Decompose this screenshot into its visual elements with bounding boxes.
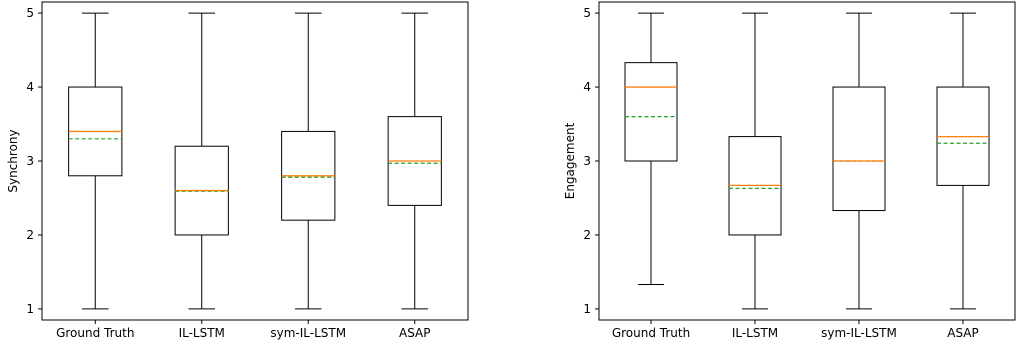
y-tick-label: 5 — [26, 6, 34, 20]
x-tick-label: IL-LSTM — [179, 326, 225, 340]
y-tick-label: 3 — [26, 154, 34, 168]
x-tick-label: ASAP — [399, 326, 431, 340]
x-tick-label: IL-LSTM — [732, 326, 778, 340]
y-axis-label: Engagement — [563, 122, 577, 199]
box-iqr — [624, 62, 678, 162]
y-tick-label: 4 — [583, 80, 591, 94]
box-iqr — [832, 86, 886, 212]
chart-panel-engagement: 1 2 3 4 5 Engagement Ground Truth IL-LSTM sym-IL… — [563, 1, 1016, 340]
plot-frame — [41, 1, 469, 321]
chart-panel-synchrony: 1 2 3 4 5 Synchrony Ground Truth IL-LSTM sym-IL-… — [6, 1, 469, 340]
x-tick-label: Ground Truth — [56, 326, 134, 340]
y-tick-label: 2 — [26, 228, 34, 242]
y-tick-label: 2 — [583, 228, 591, 242]
box-3 — [936, 12, 990, 310]
box-1 — [174, 12, 229, 310]
x-tick-label: sym-IL-LSTM — [270, 326, 346, 340]
box-2 — [832, 12, 886, 310]
x-tick-label: sym-IL-LSTM — [821, 326, 897, 340]
box-2 — [281, 12, 336, 310]
y-tick-label: 4 — [26, 80, 34, 94]
y-tick-label: 1 — [26, 302, 34, 316]
box-0 — [68, 12, 123, 310]
y-tick-label: 5 — [583, 6, 591, 20]
y-axis-label: Synchrony — [6, 129, 20, 192]
x-tick-label: ASAP — [947, 326, 979, 340]
x-tick-label: Ground Truth — [612, 326, 690, 340]
plot-frame — [598, 1, 1016, 321]
y-tick-label: 1 — [583, 302, 591, 316]
box-3 — [387, 12, 442, 310]
y-tick-label: 3 — [583, 154, 591, 168]
box-1 — [728, 12, 782, 310]
box-0 — [624, 12, 678, 286]
